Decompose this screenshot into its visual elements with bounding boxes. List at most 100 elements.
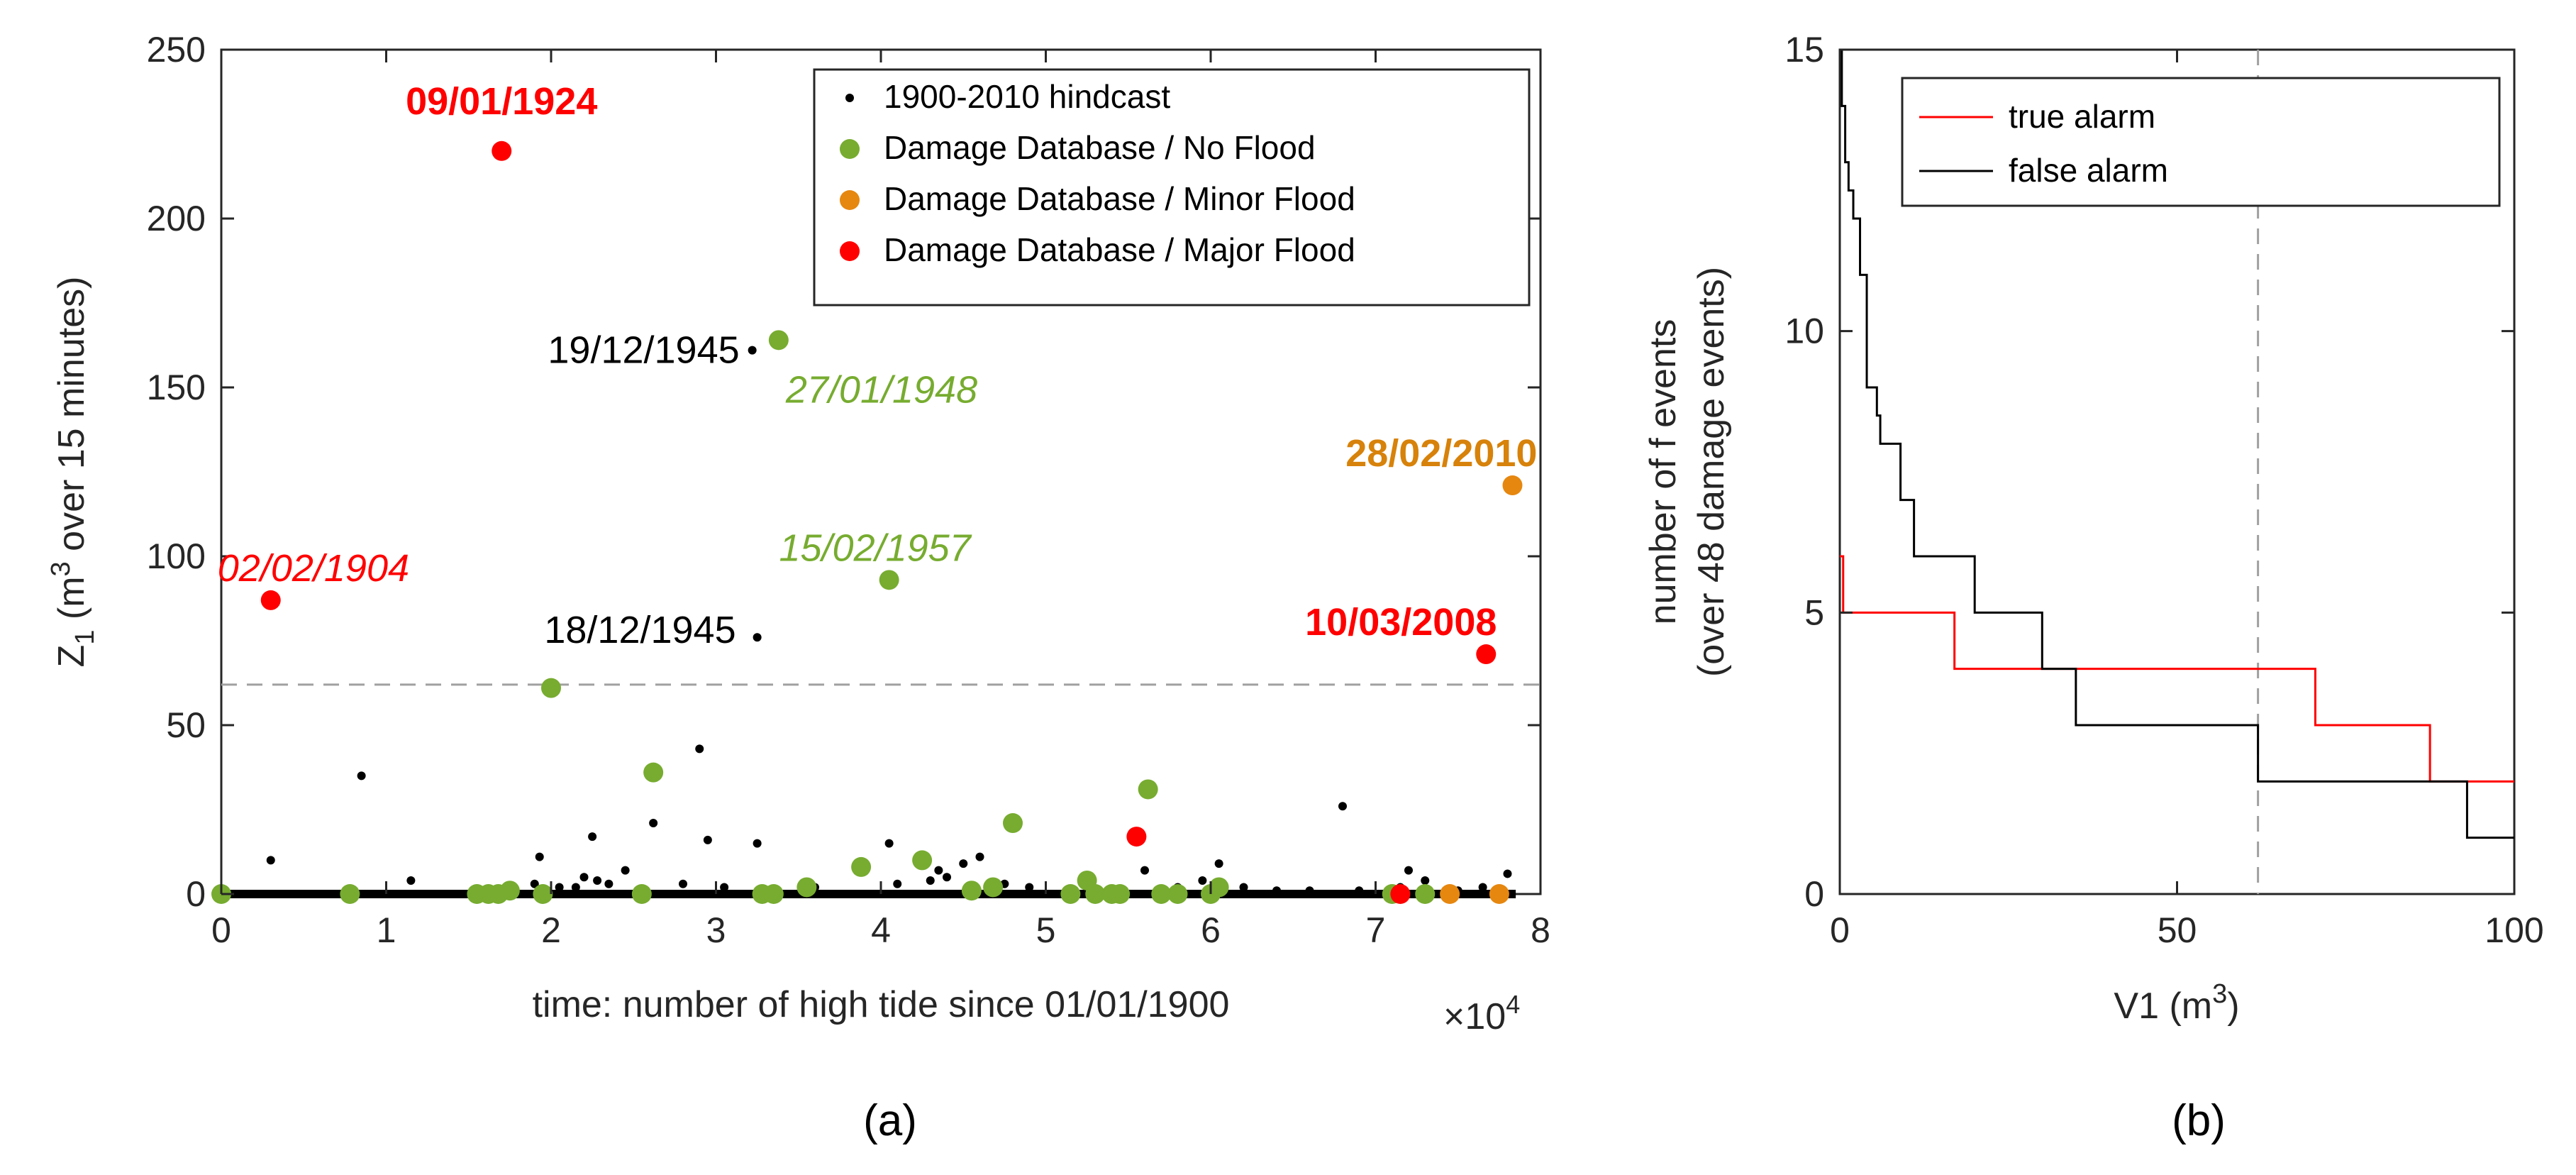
panel-a-xtick-label: 7: [1366, 910, 1386, 950]
panel-a-ytick-label: 250: [147, 30, 206, 70]
hindcast-point: [593, 876, 602, 885]
panel-b-ylabel-line2: (over 48 damage events): [1691, 267, 1732, 677]
no-flood-point: [983, 877, 1004, 898]
panel-b-xlabel-pre: V1 (m: [2114, 986, 2212, 1027]
hindcast-point: [571, 883, 580, 892]
major-flood-point: [260, 590, 281, 610]
annotation-label: 02/02/1904: [218, 547, 409, 590]
hindcast-point: [1214, 859, 1223, 868]
panel-a: 0 1 2 3 4 5 6 7 8 0 50 100 150 200 250 09/01/1924 19/12…: [46, 30, 1550, 1145]
annotation-label: 09/01/1924: [406, 80, 597, 123]
no-flood-point: [796, 877, 817, 898]
hindcast-point: [1338, 802, 1347, 811]
true-alarm-line: [1840, 555, 2514, 783]
panel-a-xtick-label: 8: [1531, 910, 1550, 950]
panel-b-xtick-label: 100: [2485, 910, 2543, 950]
no-flood-point: [541, 678, 561, 698]
no-flood-point: [1167, 884, 1188, 904]
panel-b-ticks: 0 50 100 0 5 10 15: [1784, 30, 2543, 950]
no-flood-point: [1151, 884, 1172, 904]
hindcast-point: [926, 876, 935, 885]
minor-flood-point: [1489, 884, 1509, 904]
no-flood-point: [1209, 877, 1229, 898]
hindcast-point: [975, 852, 984, 861]
panel-b-xtick-label: 50: [2158, 910, 2197, 950]
panel-a-x-multiplier-exponent: 4: [1506, 990, 1520, 1019]
hindcast-point: [720, 883, 729, 892]
hindcast-point: [555, 883, 564, 892]
panel-b-ytick-label: 10: [1784, 311, 1824, 351]
annotation-label: 27/01/1948: [785, 368, 977, 411]
major-flood-point: [492, 140, 512, 161]
panel-a-legend: 1900-2010 hindcast Damage Database / No F…: [813, 68, 1531, 307]
annotation-label: 10/03/2008: [1305, 601, 1497, 644]
hindcast-point: [357, 771, 366, 780]
no-flood-point: [499, 881, 520, 901]
minor-flood-point: [1440, 884, 1460, 904]
panel-b-ytick-label: 5: [1804, 592, 1824, 632]
hindcast-point: [1478, 883, 1487, 892]
no-flood-point: [912, 850, 933, 871]
no-flood-point: [1138, 779, 1158, 800]
panel-a-xtick-label: 3: [706, 910, 726, 950]
legend-marker-minor-flood: [840, 190, 860, 210]
hindcast-point: [679, 879, 687, 888]
hindcast-point: [753, 633, 762, 642]
no-flood-point: [961, 881, 982, 901]
panel-b-legend-box: [1901, 77, 2501, 207]
panel-a-ytick-label: 50: [166, 705, 206, 745]
panel-a-x-multiplier-base: ×10: [1443, 996, 1506, 1037]
hindcast-point: [530, 879, 539, 888]
panel-a-ytick-label: 0: [186, 874, 206, 914]
hindcast-point: [934, 866, 943, 875]
panel-a-ticks: 0 1 2 3 4 5 6 7 8 0 50 100 150 200 250: [147, 30, 1550, 950]
hindcast-point: [884, 839, 894, 848]
panel-a-ylabel-post: over 15 minutes): [51, 277, 92, 562]
hindcast-point: [406, 876, 416, 885]
hindcast-point: [703, 835, 712, 844]
major-flood-point: [1126, 827, 1147, 847]
panel-b-marks: [1840, 48, 2514, 839]
hindcast-point: [748, 346, 757, 355]
hindcast-point: [1198, 876, 1207, 885]
no-flood-point: [768, 330, 789, 351]
legend-marker-major-flood: [840, 241, 860, 261]
hindcast-point: [943, 873, 951, 882]
panel-a-xtick-label: 1: [377, 910, 396, 950]
hindcast-point: [1239, 883, 1248, 892]
panel-a-ylabel-mid: (m: [51, 576, 92, 629]
hindcast-point: [649, 819, 658, 828]
hindcast-point: [695, 744, 704, 754]
panel-a-marks: [211, 140, 1523, 904]
no-flood-point: [643, 762, 664, 783]
panel-a-x-multiplier: ×104: [1443, 990, 1520, 1037]
hindcast-point: [1404, 866, 1413, 875]
panel-b-ytick-label: 0: [1804, 874, 1824, 914]
panel-a-ylabel: Z1 (m3 over 15 minutes): [46, 277, 100, 668]
panel-b-xtick-label: 0: [1830, 910, 1850, 950]
annotation-label: 19/12/1945: [548, 329, 739, 372]
annotation-label: 28/02/2010: [1345, 432, 1537, 475]
no-flood-point: [851, 856, 872, 877]
hindcast-point: [753, 839, 762, 848]
minor-flood-point: [1502, 475, 1523, 496]
no-flood-point: [631, 884, 652, 904]
hindcast-point: [959, 859, 968, 868]
panel-b-ytick-label: 15: [1784, 30, 1824, 70]
hindcast-point: [1025, 883, 1034, 892]
panel-a-ylabel-pre: Z: [51, 645, 92, 668]
panel-b-xlabel: V1 (m3): [2114, 979, 2239, 1027]
panel-b-ylabel-line1: number of f events: [1643, 319, 1684, 625]
no-flood-point: [879, 570, 899, 590]
panel-a-xtick-label: 0: [211, 910, 231, 950]
no-flood-point: [1060, 884, 1081, 904]
panel-a-label: (a): [863, 1096, 917, 1145]
panel-a-legend-box: [813, 68, 1531, 307]
annotation-label: 15/02/1957: [779, 526, 972, 569]
no-flood-point: [1003, 813, 1023, 834]
legend-label: Damage Database / Minor Flood: [884, 180, 1355, 217]
panel-a-ylabel-sub: 1: [70, 630, 100, 645]
panel-a-xtick-label: 2: [541, 910, 561, 950]
hindcast-point: [1272, 886, 1281, 895]
